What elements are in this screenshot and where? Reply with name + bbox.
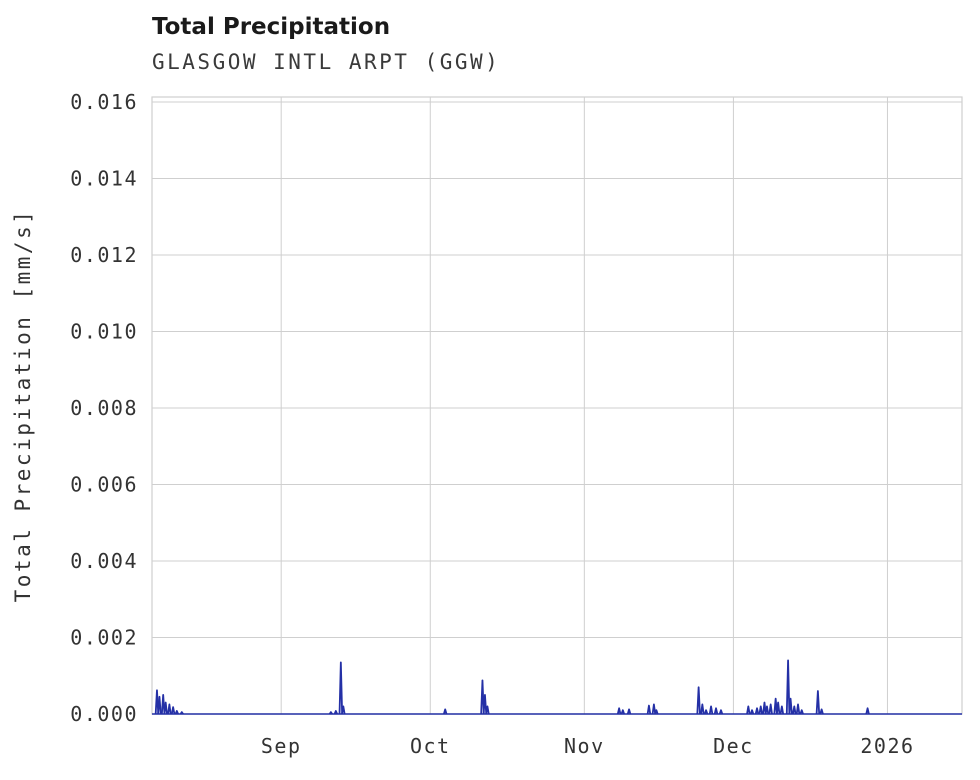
precip-spike: [485, 705, 490, 715]
precip-spike: [775, 701, 781, 715]
y-tick-label: 0.016: [70, 90, 138, 114]
x-tick-label: Dec: [713, 734, 754, 758]
precip-spike: [620, 709, 625, 715]
precip-spike: [795, 703, 801, 715]
y-tick-label: 0.008: [70, 396, 138, 420]
precip-spike: [482, 693, 488, 715]
precip-spike: [646, 704, 652, 715]
precip-spike: [167, 703, 172, 715]
precip-spike: [480, 679, 485, 715]
precip-spike: [788, 697, 793, 715]
precip-spike: [713, 707, 719, 715]
precip-spike: [333, 710, 338, 715]
precip-spike: [819, 708, 824, 715]
precip-spike: [785, 659, 791, 715]
precip-spike: [815, 690, 821, 715]
precip-spike: [768, 703, 773, 715]
precip-spike: [163, 701, 168, 715]
x-tick-label: Oct: [410, 734, 451, 758]
plot-border: [151, 96, 963, 715]
y-tick-label: 0.002: [70, 625, 138, 649]
x-tick-label: Nov: [564, 734, 605, 758]
x-tick-label: Sep: [261, 734, 302, 758]
precip-spike: [746, 705, 751, 715]
y-tick-label: 0.014: [70, 166, 138, 190]
precip-spike: [174, 710, 179, 715]
chart-subtitle: GLASGOW INTL ARPT (GGW): [152, 50, 501, 74]
precip-spike: [703, 709, 709, 715]
precip-spike: [792, 705, 797, 715]
precip-spike: [700, 703, 705, 715]
precip-spike: [799, 709, 804, 715]
precip-spike: [764, 705, 770, 715]
precip-spike: [651, 703, 657, 715]
y-tick-label: 0.012: [70, 243, 138, 267]
precip-spike: [157, 695, 162, 715]
precip-spike: [179, 711, 184, 715]
y-tick-label: 0.000: [70, 702, 138, 726]
y-tick-label: 0.004: [70, 549, 138, 573]
precip-spike: [762, 701, 767, 715]
precip-spike: [708, 705, 714, 715]
chart-title: Total Precipitation: [152, 14, 391, 40]
precip-spike: [865, 707, 870, 715]
precip-spike: [341, 705, 346, 715]
precip-spike: [779, 705, 785, 715]
precip-spike: [616, 707, 622, 715]
y-tick-label: 0.010: [70, 319, 138, 343]
y-tick-label: 0.006: [70, 472, 138, 496]
precip-spike: [443, 708, 448, 715]
precip-spike: [758, 705, 763, 715]
y-axis-label: Total Precipitation [mm/s]: [11, 209, 35, 603]
precip-spike: [754, 707, 760, 715]
precip-spike: [749, 709, 755, 715]
x-tick-label: 2026: [860, 734, 914, 758]
precip-spike: [718, 709, 724, 715]
precip-spike: [328, 711, 333, 715]
precip-spike: [170, 706, 176, 715]
precip-spike: [160, 693, 166, 715]
precip-spike: [626, 708, 632, 715]
precip-spike: [654, 709, 659, 715]
precip-spike: [154, 689, 160, 715]
precip-spike: [338, 661, 344, 715]
precip-spike: [696, 686, 701, 715]
